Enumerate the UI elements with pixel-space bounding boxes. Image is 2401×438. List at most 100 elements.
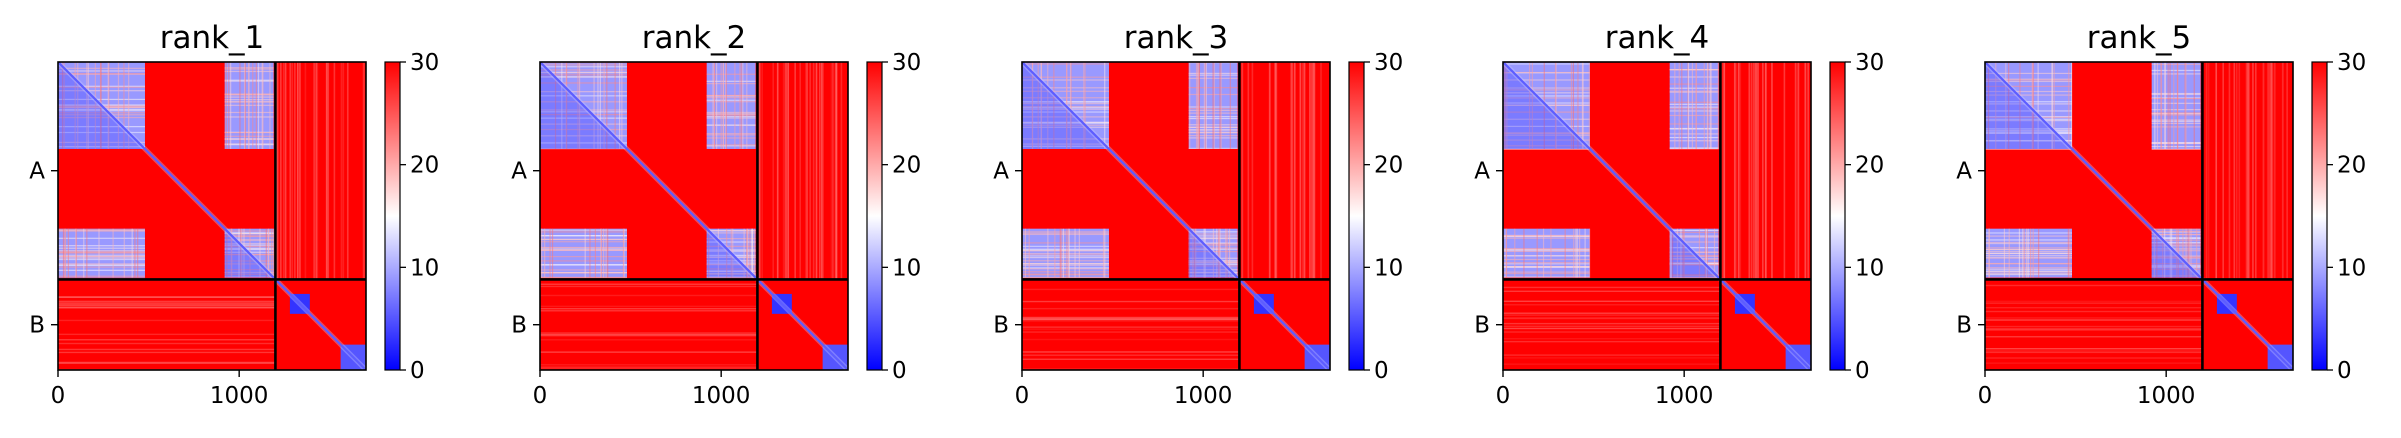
block-texture <box>2188 228 2190 278</box>
colorbar-tick-label: 0 <box>1855 358 1870 384</box>
block-texture <box>2171 228 2173 278</box>
inter-chain-streak <box>1756 62 1758 280</box>
block-texture <box>1669 90 1719 92</box>
diagonal-halo <box>1503 62 1811 370</box>
block-texture <box>1985 129 2072 132</box>
block-texture <box>1985 131 2072 133</box>
block-texture <box>1022 79 1109 81</box>
block-texture <box>1022 126 1109 128</box>
inter-chain-streak <box>277 62 279 280</box>
inter-chain-streak <box>840 62 843 280</box>
block-texture <box>577 62 579 149</box>
block-texture <box>540 95 627 97</box>
block-texture <box>1022 101 1109 103</box>
block-texture <box>128 62 130 149</box>
block-texture <box>244 62 247 149</box>
inter-chain-streak <box>815 62 818 280</box>
block-texture <box>1550 228 1552 278</box>
diagonal <box>1022 62 1330 370</box>
block-texture <box>2154 62 2156 149</box>
inter-chain-streak <box>1737 62 1740 280</box>
inter-chain-streak <box>818 62 821 280</box>
block-texture <box>706 111 756 114</box>
block-texture <box>1022 116 1109 118</box>
block-texture <box>271 228 273 278</box>
diagonal-halo <box>1022 62 1330 370</box>
block-texture <box>267 228 269 278</box>
inter-chain-streak <box>342 62 345 280</box>
block-texture <box>1503 145 1590 147</box>
block-texture <box>743 228 745 278</box>
inter-chain-streak <box>1794 62 1797 280</box>
inter-chain-streak <box>2215 62 2218 280</box>
block-texture <box>137 228 139 278</box>
inter-chain-streak <box>1022 328 1240 330</box>
inter-chain-streak <box>540 339 758 341</box>
inter-chain-streak <box>333 62 336 280</box>
inter-chain-streak <box>294 62 296 280</box>
block-texture <box>1102 228 1105 278</box>
block-texture <box>716 62 718 149</box>
colorbar-tick-label: 20 <box>1855 153 1884 179</box>
inter-chain-streak <box>1723 62 1726 280</box>
block-texture <box>540 109 627 111</box>
inter-chain-streak <box>1269 62 1271 280</box>
inter-chain-streak <box>2247 62 2249 280</box>
domain-block <box>2151 62 2201 149</box>
block-texture <box>2008 228 2010 278</box>
colorbar-tick-label: 0 <box>1374 358 1389 384</box>
inter-chain-streak <box>540 332 758 334</box>
diagonal-halo <box>540 62 848 370</box>
inter-chain-streak <box>1985 328 2203 330</box>
x-tick-label: 0 <box>51 383 66 409</box>
block-texture <box>1022 255 1109 257</box>
colorbar-tick-label: 10 <box>1855 255 1884 281</box>
inter-chain-streak <box>805 62 807 280</box>
block-texture <box>1047 228 1049 278</box>
block-texture <box>1022 274 1109 276</box>
block-texture <box>594 228 596 278</box>
block-texture <box>1710 62 1712 149</box>
block-texture <box>1503 92 1590 94</box>
colorbar <box>385 62 400 370</box>
block-texture <box>706 133 756 135</box>
block-texture <box>231 228 233 278</box>
block-texture <box>540 142 627 144</box>
block-texture <box>706 277 756 279</box>
block-texture <box>1669 123 1719 125</box>
inter-chain-streak <box>1503 337 1721 340</box>
block-texture <box>1985 79 2072 81</box>
block-texture <box>1022 276 1109 279</box>
panel-title: rank_5 <box>2087 20 2192 56</box>
block-texture <box>1669 110 1719 112</box>
block-texture <box>1022 87 1109 89</box>
inter-chain-streak <box>1804 62 1807 280</box>
inter-chain-streak <box>1299 62 1302 280</box>
block-texture <box>706 115 756 118</box>
block-texture <box>1669 229 1719 232</box>
inter-chain-streak <box>1765 62 1767 280</box>
block-texture <box>58 247 145 249</box>
x-tick-label: 1000 <box>692 383 751 409</box>
inter-chain-streak <box>280 62 282 280</box>
block-texture <box>1987 62 1990 149</box>
block-texture <box>2151 119 2201 121</box>
inter-chain-streak <box>58 296 276 298</box>
inter-chain-streak <box>1503 290 1721 293</box>
block-texture <box>742 62 744 149</box>
block-texture <box>1053 62 1055 149</box>
inter-chain-streak <box>830 62 833 280</box>
block-texture <box>540 74 627 76</box>
block-texture <box>1985 103 2072 105</box>
inter-chain-streak <box>1503 304 1721 306</box>
block-texture <box>1542 228 1545 278</box>
block-texture <box>544 228 546 278</box>
block-texture <box>1503 258 1590 261</box>
inter-chain-streak <box>289 62 292 280</box>
block-texture <box>1985 110 2072 112</box>
block-texture <box>2182 228 2184 278</box>
block-texture <box>540 276 627 278</box>
block-texture <box>1062 228 1064 278</box>
block-texture <box>540 269 627 271</box>
